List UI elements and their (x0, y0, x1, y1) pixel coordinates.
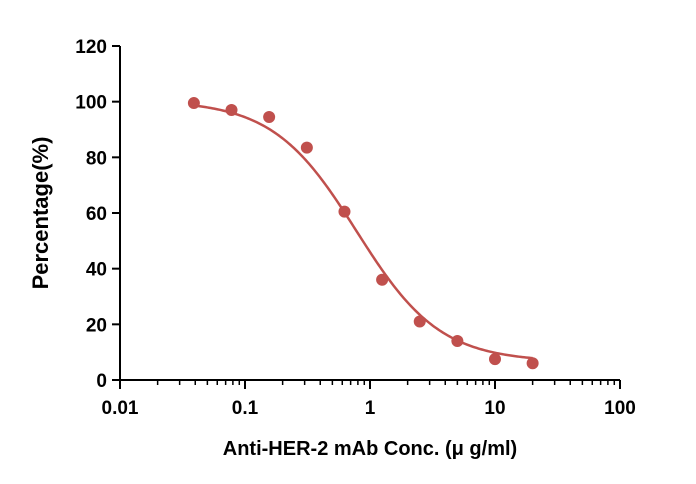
data-point (187, 97, 200, 110)
data-point (451, 335, 464, 348)
data-point (489, 353, 501, 366)
y-tick-label: 40 (86, 260, 107, 281)
data-point (300, 141, 313, 154)
axes (119, 46, 620, 381)
y-tick-label: 100 (75, 93, 107, 114)
y-tick-label: 60 (86, 204, 107, 225)
data-point (376, 273, 389, 286)
data-point (263, 110, 276, 123)
data-point (526, 357, 539, 370)
x-tick-label: 100 (604, 398, 636, 419)
ticks (112, 45, 621, 389)
y-tick-label: 0 (96, 371, 107, 392)
tick-labels: 0 20 40 60 80 100 120 0.01 0.1 1 10 100 (75, 37, 636, 419)
data-point (225, 104, 238, 117)
fit-curve (193, 104, 533, 360)
x-tick-label: 0.1 (232, 398, 259, 419)
x-tick-label: 0.01 (102, 398, 139, 419)
x-tick-label: 10 (484, 398, 505, 419)
data-point (338, 205, 351, 218)
y-axis-title: Percentage(%) (28, 137, 53, 290)
data-point (413, 315, 426, 328)
y-tick-label: 120 (75, 37, 107, 58)
data-points (187, 97, 539, 370)
x-axis-title: Anti-HER-2 mAb Conc. (μ g/ml) (223, 438, 517, 460)
y-tick-label: 20 (86, 315, 107, 336)
x-tick-label: 1 (365, 398, 376, 419)
y-tick-label: 80 (86, 148, 107, 169)
